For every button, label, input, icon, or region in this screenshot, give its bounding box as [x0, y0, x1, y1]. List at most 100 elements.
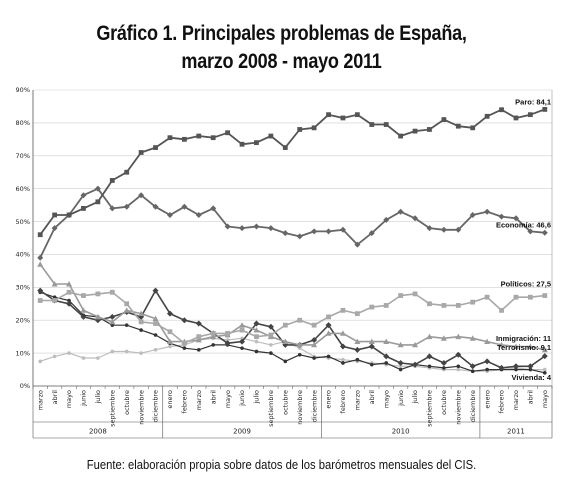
y-tick-label: 80%	[16, 119, 30, 127]
data-point	[426, 225, 433, 232]
data-point	[225, 330, 231, 336]
data-point	[66, 289, 72, 295]
data-point	[296, 341, 303, 348]
x-tick-label: octubre	[440, 390, 448, 415]
data-point	[368, 338, 375, 344]
data-point	[123, 307, 130, 313]
year-label: 2010	[392, 428, 410, 436]
data-point	[512, 343, 519, 349]
x-tick-label: abril	[368, 390, 376, 405]
data-point	[51, 225, 58, 232]
data-point	[210, 330, 216, 336]
data-point	[153, 348, 158, 352]
data-point	[269, 343, 273, 347]
x-tick-label: noviembre	[454, 390, 462, 425]
data-point	[442, 366, 446, 370]
data-point	[527, 343, 534, 349]
series-line	[39, 108, 546, 236]
chart-title-line1: Gráfico 1. Principales problemas de Espa…	[96, 22, 467, 45]
data-point	[312, 356, 316, 360]
x-tick-label: noviembre	[137, 390, 145, 425]
data-point	[412, 215, 419, 222]
series-label: Paro: 84,1	[515, 97, 551, 106]
data-point	[412, 128, 418, 134]
data-point	[239, 225, 246, 232]
data-point	[81, 206, 86, 211]
data-point	[397, 208, 404, 215]
data-point	[498, 213, 505, 220]
data-point	[397, 341, 404, 348]
data-point	[166, 338, 173, 344]
data-point	[152, 315, 159, 321]
x-tick-label: mayo	[65, 390, 73, 408]
data-point	[369, 304, 375, 310]
data-point	[110, 349, 115, 354]
year-label: 2008	[89, 428, 107, 436]
data-point	[456, 367, 461, 372]
data-point	[152, 203, 159, 210]
data-point	[153, 321, 158, 326]
data-point	[181, 203, 188, 210]
data-point	[109, 205, 116, 212]
data-point	[109, 318, 116, 325]
data-point	[426, 353, 433, 360]
data-point	[166, 211, 173, 218]
data-point	[484, 113, 490, 119]
series-label: Economía: 46,6	[496, 221, 551, 230]
data-point	[66, 281, 73, 287]
data-point	[326, 112, 331, 118]
data-point	[339, 226, 346, 233]
x-tick-label: abril	[51, 390, 59, 405]
data-point	[484, 208, 491, 215]
x-tick-label: febrero	[181, 390, 189, 413]
data-point	[340, 307, 346, 313]
data-point	[341, 361, 345, 365]
x-tick-label: octubre	[123, 390, 131, 415]
data-point	[341, 357, 345, 362]
data-point	[37, 261, 44, 267]
data-point	[152, 287, 159, 294]
data-point	[181, 340, 187, 346]
x-tick-label: enero	[325, 390, 333, 409]
data-point	[95, 291, 101, 297]
data-point	[51, 281, 58, 287]
data-point	[211, 343, 216, 347]
data-point	[210, 135, 216, 141]
data-point	[254, 140, 259, 146]
data-point	[138, 150, 144, 155]
data-point	[311, 336, 318, 343]
data-point	[239, 327, 245, 333]
data-point	[339, 343, 346, 350]
data-point	[311, 125, 317, 131]
data-point	[355, 357, 360, 362]
x-tick-label: noviembre	[296, 390, 304, 425]
data-point	[455, 351, 462, 358]
data-point	[398, 364, 403, 369]
data-point	[514, 367, 518, 372]
data-point	[109, 178, 115, 183]
series-line	[39, 187, 545, 259]
x-tick-label: abril	[209, 390, 217, 405]
x-tick-label: diciembre	[310, 390, 318, 422]
data-point	[80, 192, 87, 199]
data-point	[527, 294, 533, 300]
data-point	[397, 359, 404, 366]
data-point	[339, 330, 346, 336]
data-point	[267, 323, 274, 330]
data-point	[528, 367, 533, 372]
data-point	[541, 229, 548, 236]
data-point	[427, 127, 432, 132]
data-point	[412, 361, 419, 368]
data-point	[427, 301, 432, 307]
x-tick-label: marzo	[512, 390, 520, 410]
data-point	[297, 127, 303, 132]
data-point	[210, 333, 217, 340]
data-point	[398, 293, 404, 298]
x-tick-label: mayo	[541, 390, 549, 408]
data-point	[325, 322, 332, 329]
data-point	[297, 352, 302, 357]
data-point	[354, 241, 361, 248]
data-point	[182, 346, 187, 350]
data-point	[412, 341, 419, 348]
data-point	[167, 135, 173, 141]
